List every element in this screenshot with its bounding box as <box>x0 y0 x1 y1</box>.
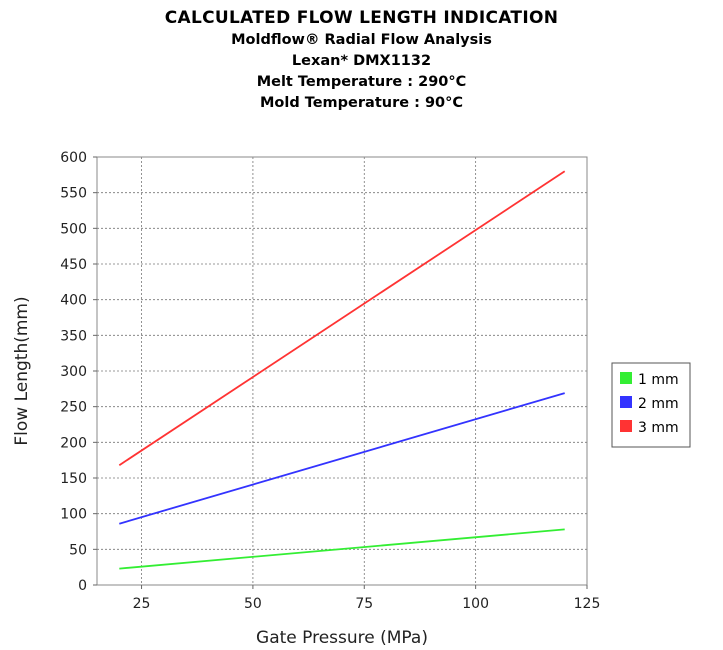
x-tick-label: 100 <box>462 596 489 612</box>
series-line-1-mm <box>119 528 565 570</box>
series-lines <box>118 170 566 570</box>
y-axis-label: Flow Length(mm) <box>12 296 32 445</box>
chart-subtitle-2: Lexan* DMX1132 <box>291 53 432 69</box>
y-tick-label: 500 <box>60 221 87 237</box>
y-tick-label: 250 <box>60 400 87 416</box>
legend-label-3-mm: 3 mm <box>638 420 679 436</box>
x-tick-label: 25 <box>133 596 151 612</box>
grid-lines <box>97 157 587 585</box>
chart-subtitle-1: Moldflow® Radial Flow Analysis <box>231 32 492 48</box>
legend-swatch-1-mm <box>620 372 632 384</box>
y-tick-label: 300 <box>60 364 87 380</box>
y-tick-label: 450 <box>60 257 87 273</box>
y-tick-label: 350 <box>60 328 87 344</box>
legend-label-1-mm: 1 mm <box>638 372 679 388</box>
y-tick-label: 550 <box>60 186 87 202</box>
y-tick-label: 150 <box>60 471 87 487</box>
y-tick-label: 0 <box>78 578 87 594</box>
y-tick-label: 50 <box>69 542 87 558</box>
x-tick-label: 50 <box>244 596 262 612</box>
legend-swatch-3-mm <box>620 420 632 432</box>
y-tick-label: 600 <box>60 150 87 166</box>
series-line-3-mm <box>118 170 566 466</box>
y-tick-label: 100 <box>60 507 87 523</box>
x-axis-label: Gate Pressure (MPa) <box>256 628 428 648</box>
axis-ticks: 0 50 100 150 200 250 300 350 400 450 500 550 600 25 50… <box>60 150 600 612</box>
series-line-2-mm <box>119 392 565 525</box>
chart-titles: CALCULATED FLOW LENGTH INDICATION Moldfl… <box>0 6 723 114</box>
legend: 1 mm 2 mm 3 mm <box>611 362 691 448</box>
legend-label-2-mm: 2 mm <box>638 396 679 412</box>
chart-subtitle-4: Mold Temperature : 90°C <box>259 95 464 111</box>
legend-swatch-2-mm <box>620 396 632 408</box>
chart-title: CALCULATED FLOW LENGTH INDICATION <box>164 8 559 28</box>
y-tick-label: 400 <box>60 293 87 309</box>
y-tick-label: 200 <box>60 435 87 451</box>
chart-subtitle-3: Melt Temperature : 290°C <box>256 74 467 90</box>
x-tick-label: 75 <box>355 596 373 612</box>
x-tick-label: 125 <box>574 596 601 612</box>
